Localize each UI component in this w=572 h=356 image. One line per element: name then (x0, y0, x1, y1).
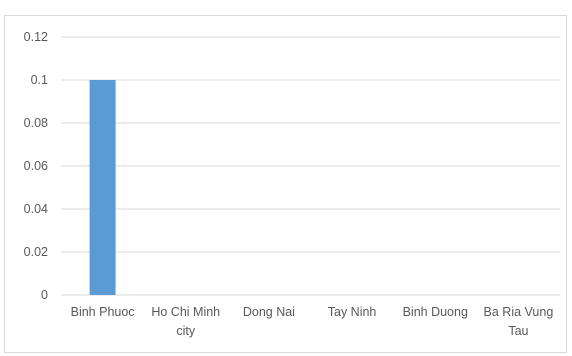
x-tick-label-line: Binh Duong (403, 305, 468, 319)
y-tick-label: 0 (41, 288, 48, 302)
x-tick-label: Ba Ria Vung Tau (484, 305, 554, 338)
x-tick-label-line: Dong Nai (243, 305, 295, 319)
y-tick-label: 0.06 (24, 159, 48, 173)
y-tick-label: 0.08 (24, 116, 48, 130)
y-tick-label: 0.12 (24, 30, 48, 44)
x-tick-label-line: Tay Ninh (328, 305, 377, 319)
y-tick-label: 0.04 (24, 202, 48, 216)
x-tick-label-line: Ho Chi Minh (151, 305, 220, 319)
x-tick-label: Dong Nai (243, 305, 295, 319)
y-tick-label: 0.1 (31, 73, 48, 87)
x-tick-label: Ho Chi Minh city (151, 305, 220, 338)
x-tick-label: Tay Ninh (328, 305, 377, 319)
chart-frame: 0 0.02 0.04 0.06 0.08 0.1 0.12 Binh Phuoc Ho Chi… (4, 15, 567, 353)
bar-chart: 0 0.02 0.04 0.06 0.08 0.1 0.12 Binh Phuoc Ho Chi… (24, 30, 560, 338)
x-tick-label-line: Tau (508, 324, 528, 338)
bar (89, 80, 116, 295)
x-tick-label-line: Ba Ria Vung (484, 305, 554, 319)
y-tick-label: 0.02 (24, 245, 48, 259)
x-tick-label: Binh Phuoc (71, 305, 135, 319)
x-tick-label-line: city (176, 324, 196, 338)
x-tick-label: Binh Duong (403, 305, 468, 319)
x-tick-label-line: Binh Phuoc (71, 305, 135, 319)
